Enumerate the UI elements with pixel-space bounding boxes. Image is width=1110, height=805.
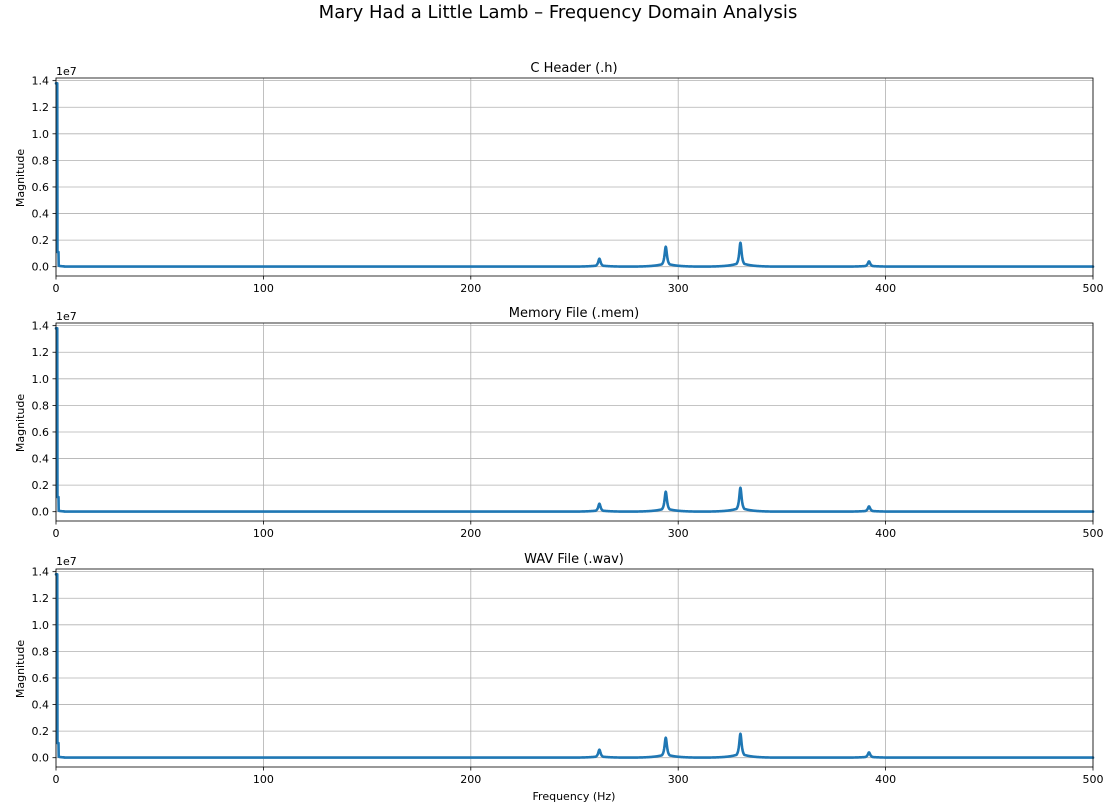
y-axis-label: Magnitude [14,394,27,453]
x-tick-label: 400 [875,527,896,540]
x-tick-label: 100 [253,527,274,540]
x-tick-label: 500 [1083,282,1104,295]
grid [55,569,1094,767]
subplot-title: WAV File (.wav) [524,552,624,567]
subplot-memory-file: Memory File (.mem) 1e7 Magnitude 0 100 200… [14,306,1104,540]
spectrum-line [54,573,1095,759]
y-axis-label: Magnitude [14,640,27,699]
x-tick-label: 0 [53,773,60,786]
x-tick-label: 100 [253,282,274,295]
y-tick-label: 0.0 [32,261,50,274]
y-tick-label: 1.4 [32,75,50,88]
plot-frame [55,322,1094,522]
x-tick-label: 500 [1083,527,1104,540]
y-tick-label: 0.2 [32,234,50,247]
y-tick-label: 0.2 [32,479,50,492]
y-tick-label: 1.4 [32,320,50,333]
y-tick-label: 0.4 [32,699,50,712]
y-tick-label: 0.6 [32,672,50,685]
y-tick-label: 1.0 [32,373,50,386]
y-tick-label: 0.6 [32,181,50,194]
y-tick-label: 0.0 [32,752,50,765]
y-axis-label: Magnitude [14,149,27,208]
x-tick-label: 300 [668,527,689,540]
y-tick-label: 1.2 [32,592,50,605]
x-tick-label: 100 [253,773,274,786]
x-tick-label: 200 [460,282,481,295]
x-tick-label: 200 [460,773,481,786]
y-tick-label: 0.2 [32,725,50,738]
y-tick-label: 1.4 [32,566,50,579]
spectrum-line [54,327,1095,513]
subplot-title: C Header (.h) [530,61,617,76]
spectrum-line [54,82,1095,268]
subplot-c-header: C Header (.h) 1e7 Magnitude 0 100 200 300 40… [14,61,1104,295]
y-tick-label: 1.0 [32,619,50,632]
x-tick-label: 400 [875,773,896,786]
y-tick-label: 0.4 [32,453,50,466]
plot-frame [55,77,1094,277]
y-tick-label: 0.8 [32,399,50,412]
grid [55,323,1094,521]
y-tick-label: 0.8 [32,645,50,658]
y-tick-label: 0.6 [32,426,50,439]
y-offset-label: 1e7 [56,555,77,568]
y-tick-label: 1.2 [32,346,50,359]
x-tick-label: 300 [668,282,689,295]
y-offset-label: 1e7 [56,310,77,323]
subplot-title: Memory File (.mem) [509,306,640,321]
y-offset-label: 1e7 [56,65,77,78]
x-axis-label: Frequency (Hz) [533,790,616,803]
x-tick-label: 400 [875,282,896,295]
y-tick-label: 0.8 [32,154,50,167]
grid [55,78,1094,276]
y-tick-label: 0.4 [32,208,50,221]
x-tick-label: 500 [1083,773,1104,786]
x-tick-label: 0 [53,527,60,540]
x-tick-label: 0 [53,282,60,295]
figure-title: Mary Had a Little Lamb – Frequency Domai… [319,2,798,23]
x-tick-label: 200 [460,527,481,540]
x-tick-label: 300 [668,773,689,786]
y-tick-label: 0.0 [32,506,50,519]
y-tick-label: 1.0 [32,128,50,141]
plot-frame [55,568,1094,768]
y-tick-label: 1.2 [32,101,50,114]
subplot-wav-file: WAV File (.wav) 1e7 Magnitude Frequency … [14,552,1104,803]
